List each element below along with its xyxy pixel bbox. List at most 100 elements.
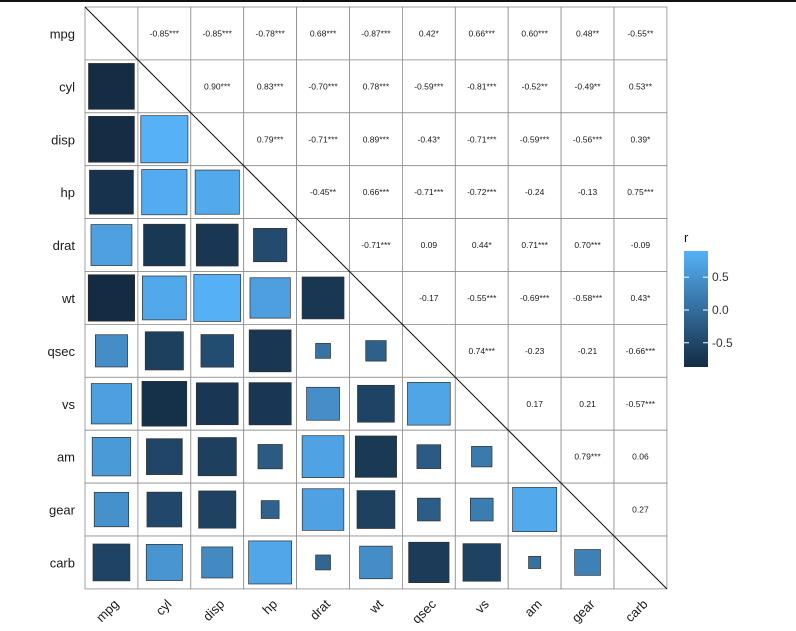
correlation-square-carb-wt [359,545,393,580]
matrix-cell [560,59,615,114]
correlation-label-cyl-drat: -0.70*** [308,81,338,91]
correlation-label-mpg-wt: -0.87*** [361,28,391,38]
correlation-square-qsec-mpg [94,334,128,368]
correlation-square-drat-mpg [90,224,133,266]
correlation-label-disp-hp: 0.79*** [257,134,284,144]
correlation-label-hp-carb: 0.75*** [627,187,654,197]
correlation-square-vs-cyl [141,381,188,427]
correlation-square-am-wt [354,435,397,478]
matrix-cell [296,59,350,114]
correlation-square-carb-am [528,556,542,569]
correlation-square-drat-disp [195,223,239,267]
row-label-disp: disp [51,132,75,147]
correlation-square-wt-disp [193,274,242,322]
matrix-cell [560,376,615,431]
matrix-cell [507,323,562,378]
matrix-cell [560,323,615,378]
matrix-cell [401,271,456,325]
correlation-square-am-cyl [146,438,183,475]
correlation-square-cyl-mpg [88,63,135,110]
matrix-cell [507,6,562,61]
column-label-gear: gear [569,596,598,625]
column-label-mpg: mpg [93,596,121,624]
correlation-square-carb-gear [574,549,601,576]
correlation-square-carb-mpg [92,543,131,582]
correlation-label-hp-gear: -0.13 [578,187,598,197]
correlation-square-am-qsec [416,444,442,469]
correlation-square-am-drat [301,435,345,478]
column-label-hp: hp [259,596,280,617]
row-label-vs: vs [62,397,76,412]
row-label-cyl: cyl [59,79,75,94]
correlation-label-disp-gear: -0.56*** [573,134,603,144]
correlation-square-gear-vs [470,497,494,522]
matrix-cell [613,376,668,431]
matrix-cell [349,59,403,114]
matrix-grid: -0.85*** -0.85*** -0.78*** 0.68*** -0.87*** 0… [84,6,668,590]
matrix-cell [243,112,297,167]
matrix-cell [560,112,615,167]
column-label-wt: wt [366,596,387,617]
correlation-label-mpg-disp: -0.85*** [203,28,233,38]
row-label-gear: gear [49,503,76,518]
correlation-label-drat-qsec: 0.09 [421,240,438,250]
correlation-label-wt-vs: -0.55*** [467,293,497,303]
row-label-am: am [57,450,75,465]
matrix-cell [560,271,615,325]
correlation-square-gear-disp [198,490,237,529]
correlation-square-gear-mpg [93,491,130,528]
correlation-square-carb-disp [201,546,234,579]
matrix-cell [454,271,509,325]
correlation-label-hp-drat: -0.45** [310,187,337,197]
correlation-label-disp-wt: 0.89*** [363,134,390,144]
correlation-square-gear-qsec [417,497,441,522]
matrix-cell [454,323,509,378]
matrix-cell [401,165,456,219]
matrix-cell [613,482,668,537]
column-label-cyl: cyl [153,596,175,618]
correlation-label-disp-drat: -0.71*** [308,134,338,144]
correlation-square-vs-disp [195,382,239,426]
correlation-square-am-hp [257,444,283,470]
matrix-cell [613,271,668,325]
correlation-label-wt-carb: 0.43* [631,293,652,303]
matrix-cell [454,112,509,167]
correlation-label-hp-am: -0.24 [525,187,545,197]
column-label-drat: drat [307,596,334,623]
correlation-square-gear-wt [356,490,396,529]
correlation-label-mpg-vs: 0.66*** [469,28,496,38]
correlation-label-mpg-drat: 0.68*** [310,28,337,38]
correlation-label-wt-am: -0.69*** [520,293,550,303]
correlation-label-mpg-gear: 0.48** [576,28,600,38]
correlation-square-am-mpg [91,437,132,477]
matrix-cell [296,165,350,219]
correlation-square-vs-wt [357,384,395,423]
correlation-label-mpg-am: 0.60*** [521,28,548,38]
matrix-cell [560,6,615,61]
correlation-label-am-carb: 0.06 [632,452,649,462]
correlation-label-drat-gear: 0.70*** [574,240,601,250]
correlation-square-qsec-disp [200,334,234,368]
correlation-square-am-vs [471,446,493,468]
row-label-drat: drat [53,238,76,253]
matrix-cell [137,6,192,61]
color-legend: r 0.5 0.0 -0.5 [684,230,733,367]
correlation-square-carb-qsec [408,541,450,583]
correlation-square-vs-mpg [90,383,132,425]
legend-title: r [684,230,689,245]
correlation-square-wt-mpg [87,274,135,322]
correlation-square-vs-qsec [407,382,451,426]
matrix-cell [507,59,562,114]
correlation-square-hp-disp [194,169,240,215]
correlation-square-wt-cyl [142,275,187,321]
correlation-square-carb-drat [315,554,331,571]
correlation-label-wt-qsec: -0.17 [419,293,439,303]
matrix-cell [507,218,562,272]
row-label-wt: wt [61,291,75,306]
correlation-label-hp-wt: 0.66*** [363,187,390,197]
legend-tick-label: -0.5 [712,336,733,350]
matrix-cell [507,376,562,431]
legend-tick-label: 0.5 [712,270,729,284]
correlation-label-drat-am: 0.71*** [521,240,548,250]
correlation-square-disp-mpg [88,115,135,163]
